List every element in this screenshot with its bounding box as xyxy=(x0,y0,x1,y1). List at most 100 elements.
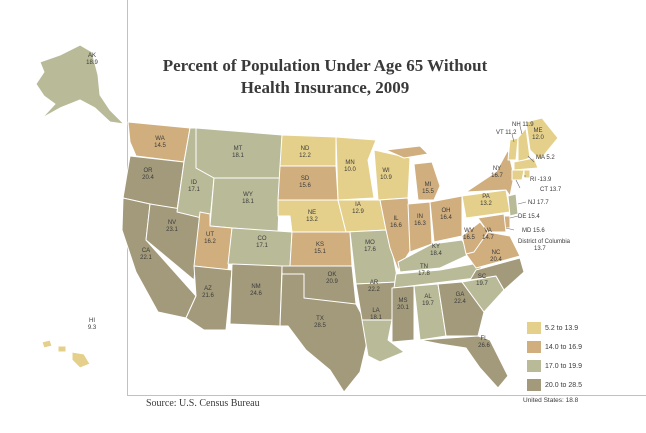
label-az: AZ 21.6 xyxy=(202,286,214,299)
state-me xyxy=(525,117,559,161)
label-ca: CA 22.1 xyxy=(140,248,152,261)
state-wy xyxy=(209,177,281,233)
label-or: OR 20.4 xyxy=(142,168,154,181)
label-oh: OH 16.4 xyxy=(440,208,452,221)
label-co: CO 17.1 xyxy=(256,236,268,249)
state-hi-2 xyxy=(57,345,67,353)
state-ak xyxy=(35,44,125,125)
label-in: IN 16.3 xyxy=(414,214,426,227)
label-wy: WY 18.1 xyxy=(242,192,254,205)
callout-line-ma xyxy=(527,155,535,163)
label-ar: AR 22.2 xyxy=(368,280,380,293)
state-wv xyxy=(461,221,489,255)
source-credit: Source: U.S. Census Bureau xyxy=(146,398,260,409)
label-tx: TX 28.5 xyxy=(314,316,326,329)
label-ia: IA 12.9 xyxy=(352,202,364,215)
label-mt: MT 18.1 xyxy=(232,146,244,159)
label-ct: CT 13.7 xyxy=(540,187,562,193)
label-sc: SC 19.7 xyxy=(476,274,488,287)
label-dc: District of Columbia 13.7 xyxy=(518,239,571,252)
state-labels: AK 18.9 HI 9.3 WA 14.5 OR 20.4 CA 22.1 NV 23.1… xyxy=(86,53,544,349)
state-nc xyxy=(469,257,525,291)
label-al: AL 19.7 xyxy=(422,294,434,307)
label-ga: GA 22.4 xyxy=(454,292,466,305)
state-ny xyxy=(465,149,515,197)
label-ma: MA 5.2 xyxy=(536,155,555,161)
label-mn: MN 10.0 xyxy=(344,160,356,173)
callout-line-nh xyxy=(519,125,523,135)
callouts xyxy=(505,125,535,231)
legend-label: 17.0 to 19.9 xyxy=(545,362,582,370)
map-title-line1: Percent of Population Under Age 65 Witho… xyxy=(162,56,488,75)
state-il xyxy=(379,197,413,271)
callout-line-ct xyxy=(515,179,521,189)
label-nc: NC 20.4 xyxy=(490,250,502,263)
label-ok: OK 20.9 xyxy=(326,272,338,285)
state-in xyxy=(407,201,433,253)
label-nd: ND 12.2 xyxy=(299,146,311,159)
label-ks: KS 15.1 xyxy=(314,242,326,255)
legend-item: 5.2 to 13.9 xyxy=(527,321,582,335)
label-il: IL 16.6 xyxy=(390,216,402,229)
label-sd: SD 15.6 xyxy=(299,176,311,189)
label-ny: NY 16.7 xyxy=(491,166,503,179)
state-hi xyxy=(41,339,53,349)
label-va: VA 14.7 xyxy=(482,228,494,241)
label-ky: KY 18.4 xyxy=(430,244,442,257)
label-mo: MO 17.6 xyxy=(364,240,376,253)
legend-item: 20.0 to 28.5 xyxy=(527,378,582,392)
label-la: LA 18.1 xyxy=(370,308,382,321)
label-fl: FL 26.6 xyxy=(478,336,490,349)
legend-label: 20.0 to 28.5 xyxy=(545,381,582,389)
label-pa: PA 13.2 xyxy=(480,194,492,207)
state-mi-up xyxy=(385,145,429,159)
label-id: ID 17.1 xyxy=(188,180,200,193)
legend-item: 17.0 to 19.9 xyxy=(527,359,582,373)
legend-item: 14.0 to 16.9 xyxy=(527,340,582,354)
state-wa xyxy=(127,121,191,163)
label-wa: WA 14.5 xyxy=(154,136,166,149)
label-nm: NM 24.6 xyxy=(250,284,262,297)
state-ne xyxy=(277,199,347,233)
label-ut: UT 16.2 xyxy=(204,232,216,245)
state-ms xyxy=(391,285,415,343)
state-ct xyxy=(511,169,525,181)
legend-swatch xyxy=(527,379,541,391)
label-nj: NJ 17.7 xyxy=(528,200,549,206)
callout-line-md xyxy=(505,227,515,231)
label-wi: WI 10.9 xyxy=(380,168,392,181)
label-me: ME 12.0 xyxy=(532,128,544,141)
us-total: United States: 18.8 xyxy=(523,397,579,404)
state-hi-3 xyxy=(71,351,91,369)
state-vt xyxy=(507,137,519,161)
label-mi: MI 15.5 xyxy=(422,182,434,195)
label-wv: WV 16.5 xyxy=(463,228,475,241)
legend-swatch xyxy=(527,360,541,372)
state-tx xyxy=(279,273,371,393)
label-nh: NH 11.9 xyxy=(512,122,534,128)
label-hi: HI 9.3 xyxy=(88,318,97,331)
state-ia xyxy=(337,199,387,233)
label-ri: RI -13.9 xyxy=(530,177,552,183)
legend-label: 5.2 to 13.9 xyxy=(545,324,579,332)
state-ma xyxy=(513,157,539,171)
label-ak: AK 18.9 xyxy=(86,53,98,66)
state-nj xyxy=(507,193,519,217)
label-ms: MS 20.1 xyxy=(397,298,409,311)
label-nv: NV 23.1 xyxy=(166,220,178,233)
state-fl xyxy=(419,335,509,389)
callout-line-de xyxy=(509,215,519,219)
label-tn: TN 17.8 xyxy=(418,264,430,277)
legend-swatch xyxy=(527,341,541,353)
label-de: DE 15.4 xyxy=(518,214,540,220)
label-ne: NE 13.2 xyxy=(306,210,318,223)
frame-bottom-rule xyxy=(127,395,646,396)
map-title-line2: Health Insurance, 2009 xyxy=(240,78,410,97)
legend: 5.2 to 13.9 14.0 to 16.9 17.0 to 19.9 20… xyxy=(527,321,582,397)
callout-line-nj xyxy=(517,201,527,205)
state-md xyxy=(477,213,507,233)
label-md: MD 15.6 xyxy=(522,228,545,234)
state-ga xyxy=(437,281,485,337)
